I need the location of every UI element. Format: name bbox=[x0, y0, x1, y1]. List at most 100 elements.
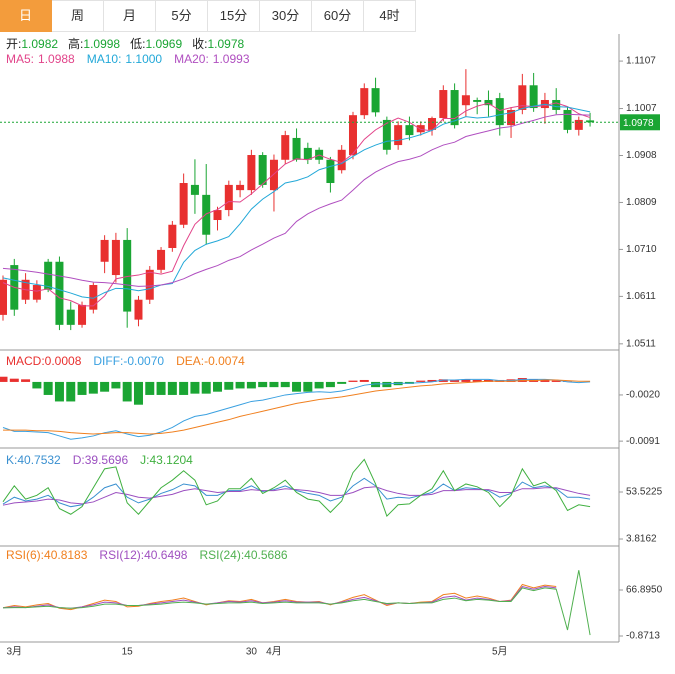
legend-text: 40.8183 bbox=[44, 548, 88, 562]
candle-body bbox=[111, 239, 120, 276]
macd-bar bbox=[280, 381, 290, 388]
legend-text: 高: bbox=[68, 36, 83, 51]
candle-body bbox=[450, 90, 459, 126]
candle-body bbox=[224, 184, 233, 211]
legend: RSI(6):40.8183 RSI(12):40.6498 RSI(24):40.… bbox=[6, 548, 288, 562]
candle-body bbox=[190, 184, 199, 195]
candle-body bbox=[394, 125, 403, 146]
candle-body bbox=[66, 309, 75, 325]
macd-bar bbox=[100, 381, 110, 392]
macd-bar bbox=[122, 381, 132, 402]
legend-text: 40.6498 bbox=[144, 548, 188, 562]
macd-bar bbox=[382, 381, 392, 388]
macd-bar bbox=[325, 381, 335, 388]
period-tabs: 日周月 5分 15分 30分 60分 4时 bbox=[0, 0, 416, 32]
candle-body bbox=[507, 109, 516, 126]
macd-bar bbox=[246, 381, 256, 389]
macd-bar bbox=[190, 381, 200, 394]
legend: 开:1.0982 高:1.0998 低:1.0969 收:1.0978 bbox=[6, 36, 245, 51]
legend-text: RSI(24): bbox=[199, 548, 244, 562]
candle-body bbox=[405, 125, 414, 136]
candle-body bbox=[416, 125, 425, 133]
candle-body bbox=[529, 85, 538, 109]
candle-body bbox=[78, 304, 87, 325]
period-tab[interactable]: 15分 bbox=[208, 0, 260, 32]
period-tab[interactable]: 30分 bbox=[260, 0, 312, 32]
macd-bar bbox=[359, 379, 369, 382]
macd-bar bbox=[88, 381, 98, 394]
macd-bar bbox=[269, 381, 279, 388]
period-tab[interactable]: 5分 bbox=[156, 0, 208, 32]
y-tick-label: 1.0511 bbox=[626, 338, 656, 349]
macd-bar bbox=[472, 379, 482, 382]
macd-bar bbox=[348, 380, 358, 382]
macd-bar bbox=[517, 378, 527, 382]
legend-text: 1.1000 bbox=[125, 52, 162, 66]
candle-body bbox=[281, 135, 290, 160]
macd-bar bbox=[258, 381, 268, 388]
candle-body bbox=[32, 285, 41, 300]
indicator-line bbox=[2, 103, 591, 299]
macd-bar bbox=[540, 379, 550, 382]
legend-text: MACD: bbox=[6, 354, 45, 368]
macd-bar bbox=[0, 376, 8, 382]
legend-text: -0.0074 bbox=[204, 354, 245, 368]
indicator-line bbox=[2, 486, 591, 506]
y-tick-label: -0.8713 bbox=[626, 631, 660, 642]
period-tab[interactable]: 4时 bbox=[364, 0, 416, 32]
period-tab[interactable]: 60分 bbox=[312, 0, 364, 32]
indicator-line bbox=[2, 458, 591, 518]
legend-text: 40.5686 bbox=[244, 548, 288, 562]
legend-text: J: bbox=[140, 453, 149, 467]
candle-body bbox=[292, 137, 301, 160]
candle-body bbox=[461, 95, 470, 106]
legend-text: RSI(12): bbox=[99, 548, 144, 562]
macd-bar bbox=[133, 381, 143, 405]
y-tick-label: -0.0091 bbox=[626, 436, 660, 447]
candle-body bbox=[326, 159, 335, 184]
candle-body bbox=[586, 120, 595, 123]
candle-body bbox=[247, 155, 256, 191]
indicator-line bbox=[2, 113, 591, 287]
indicator-line bbox=[2, 583, 557, 611]
candle-body bbox=[473, 99, 482, 102]
legend-text: 1.0978 bbox=[207, 37, 244, 51]
macd-bar bbox=[371, 381, 381, 388]
period-tab[interactable]: 月 bbox=[104, 0, 156, 32]
macd-bar bbox=[21, 379, 31, 382]
y-tick-label: 1.0611 bbox=[626, 291, 656, 302]
macd-bar bbox=[438, 379, 448, 382]
candle-body bbox=[179, 183, 188, 225]
period-tab[interactable]: 日 bbox=[0, 0, 52, 32]
legend-text: MA5: bbox=[6, 52, 34, 66]
macd-bar bbox=[156, 381, 166, 395]
y-tick-label: 53.5225 bbox=[626, 487, 663, 498]
macd-bar bbox=[303, 381, 313, 392]
candle-body bbox=[428, 118, 437, 130]
macd-bar bbox=[54, 381, 64, 402]
y-tick-label: 1.0710 bbox=[626, 244, 657, 255]
legend-text: 40.7532 bbox=[17, 453, 61, 467]
legend: MA5: 1.0988 MA10: 1.1000 MA20: 1.0993 bbox=[6, 52, 250, 66]
legend-text: MA20: bbox=[174, 52, 209, 66]
candle-body bbox=[382, 119, 391, 150]
legend-text: 43.1204 bbox=[149, 453, 193, 467]
legend-text: -0.0070 bbox=[123, 354, 164, 368]
x-tick-label: 15 bbox=[122, 647, 134, 658]
candle-body bbox=[484, 99, 493, 106]
candle-body bbox=[574, 119, 583, 130]
candle-body bbox=[337, 149, 346, 171]
macd-bar bbox=[201, 381, 211, 394]
candle-body bbox=[371, 88, 380, 113]
macd-bar bbox=[450, 379, 460, 382]
legend-text: 1.0988 bbox=[38, 52, 75, 66]
candle-body bbox=[348, 115, 357, 156]
candle-body bbox=[44, 261, 53, 290]
last-price-label: 1.0978 bbox=[623, 118, 654, 129]
legend-text: 39.5696 bbox=[85, 453, 129, 467]
legend-text: DIFF: bbox=[93, 354, 123, 368]
y-tick-label: 66.8950 bbox=[626, 585, 663, 596]
candle-body bbox=[269, 159, 278, 191]
period-tab[interactable]: 周 bbox=[52, 0, 104, 32]
